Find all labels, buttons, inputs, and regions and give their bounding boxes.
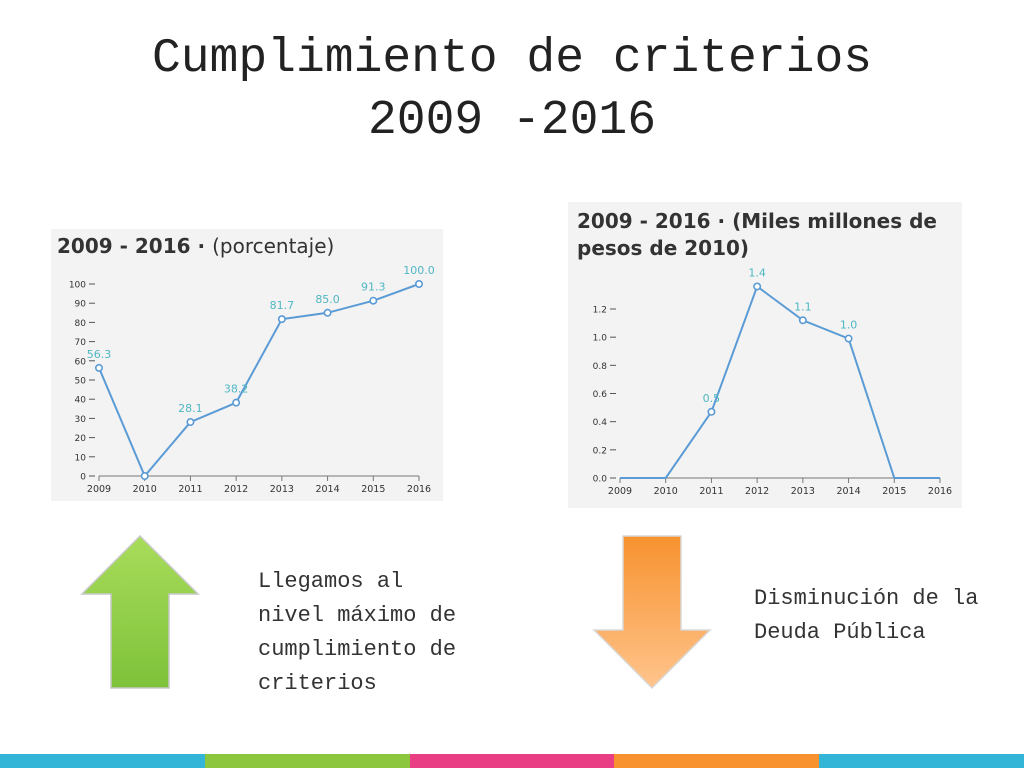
chart-title-unit: (porcentaje) xyxy=(212,234,335,258)
x-tick-label: 2015 xyxy=(882,486,906,497)
data-point xyxy=(369,296,378,305)
data-point xyxy=(323,308,332,317)
x-tick-label: 2010 xyxy=(133,484,157,495)
x-tick-label: 2015 xyxy=(361,484,385,495)
data-label: 91.3 xyxy=(361,281,386,294)
y-tick-label: 1.0 xyxy=(593,334,608,344)
x-tick-label: 2009 xyxy=(87,484,111,495)
y-tick-label: 1.2 xyxy=(593,306,607,316)
data-label: 56.3 xyxy=(87,348,112,361)
data-label: 81.7 xyxy=(270,299,295,312)
y-tick-label: 90 xyxy=(75,300,87,310)
x-tick-label: 2012 xyxy=(224,484,248,495)
x-tick-label: 2011 xyxy=(699,486,723,497)
data-label: 0.5 xyxy=(703,392,721,405)
data-point xyxy=(140,472,149,481)
slide-title: Cumplimiento de criterios 2009 -2016 xyxy=(0,28,1024,152)
color-bar-segment xyxy=(819,754,1024,768)
data-point xyxy=(277,315,286,324)
caption-criteria: Llegamos al nivel máximo de cumplimiento… xyxy=(258,569,457,696)
arrow-down-icon xyxy=(592,535,712,690)
color-bar-segment xyxy=(409,754,615,768)
y-tick-label: 10 xyxy=(75,453,87,463)
x-tick-label: 2010 xyxy=(654,486,678,497)
x-tick-label: 2014 xyxy=(315,484,339,495)
data-label: 1.4 xyxy=(748,266,766,279)
arrow-up-icon xyxy=(80,534,200,689)
data-point xyxy=(844,334,853,343)
color-bar-segment xyxy=(0,754,205,768)
data-point xyxy=(186,418,195,427)
data-label: 1.0 xyxy=(840,319,858,332)
data-label: 85.0 xyxy=(315,293,340,306)
data-point xyxy=(753,282,762,291)
y-tick-label: 0 xyxy=(80,473,86,483)
series-line xyxy=(620,284,940,479)
data-point xyxy=(414,279,423,288)
color-bar-segment xyxy=(204,754,410,768)
chart-title-years: 2009 - 2016 · xyxy=(57,234,213,258)
y-tick-label: 80 xyxy=(75,319,87,329)
y-tick-label: 0.8 xyxy=(593,362,608,372)
color-bar-segment xyxy=(614,754,820,768)
y-tick-label: 50 xyxy=(75,377,87,387)
data-label: 28.1 xyxy=(178,402,203,415)
x-tick-label: 2013 xyxy=(791,486,815,497)
y-tick-label: 0.2 xyxy=(593,446,607,456)
y-tick-label: 40 xyxy=(75,396,87,406)
x-tick-label: 2012 xyxy=(745,486,769,497)
x-tick-label: 2011 xyxy=(178,484,202,495)
y-tick-label: 30 xyxy=(75,415,87,425)
series-line xyxy=(98,283,420,478)
data-label: 100.0 xyxy=(403,264,435,277)
y-tick-label: 20 xyxy=(75,434,87,444)
y-tick-label: 0.0 xyxy=(593,475,608,485)
y-tick-label: 60 xyxy=(75,357,87,367)
chart-panel-percentage: 0 10 20 30 40 50 60 70 80 90 100 2009 2010 2011 2012 20… xyxy=(51,229,443,501)
debt-line-chart: 0.0 0.2 0.4 0.6 0.8 1.0 1.2 2009 2010 2011 2012 201… xyxy=(593,266,952,497)
x-tick-label: 2016 xyxy=(928,486,952,497)
y-tick-label: 100 xyxy=(69,281,86,291)
data-point xyxy=(94,363,103,372)
caption-debt: Disminución de la Deuda Pública xyxy=(754,586,979,645)
percentage-line-chart: 0 10 20 30 40 50 60 70 80 90 100 2009 2010 2011 2012 20… xyxy=(69,264,435,495)
x-tick-label: 2009 xyxy=(608,486,632,497)
x-tick-label: 2013 xyxy=(270,484,294,495)
chart-panel-debt: 0.0 0.2 0.4 0.6 0.8 1.0 1.2 2009 2010 2011 2012 201… xyxy=(568,202,962,508)
footer-color-bar xyxy=(0,754,1024,768)
chart-title-percentage: 2009 - 2016 · (porcentaje) xyxy=(57,234,334,258)
y-tick-label: 0.6 xyxy=(593,390,608,400)
data-point xyxy=(232,398,241,407)
chart-title-debt: 2009 - 2016 · (Miles millones de pesos d… xyxy=(577,209,937,260)
y-tick-label: 0.4 xyxy=(593,418,608,428)
x-tick-label: 2014 xyxy=(836,486,860,497)
y-tick-label: 70 xyxy=(75,338,87,348)
data-point xyxy=(798,316,807,325)
x-tick-label: 2016 xyxy=(407,484,431,495)
slide-title-line1: Cumplimiento de criterios xyxy=(151,32,873,86)
data-point xyxy=(707,407,716,416)
data-label: 38.2 xyxy=(224,383,249,396)
slide-title-line2: 2009 -2016 xyxy=(367,94,657,148)
data-label: 1.1 xyxy=(794,300,812,313)
